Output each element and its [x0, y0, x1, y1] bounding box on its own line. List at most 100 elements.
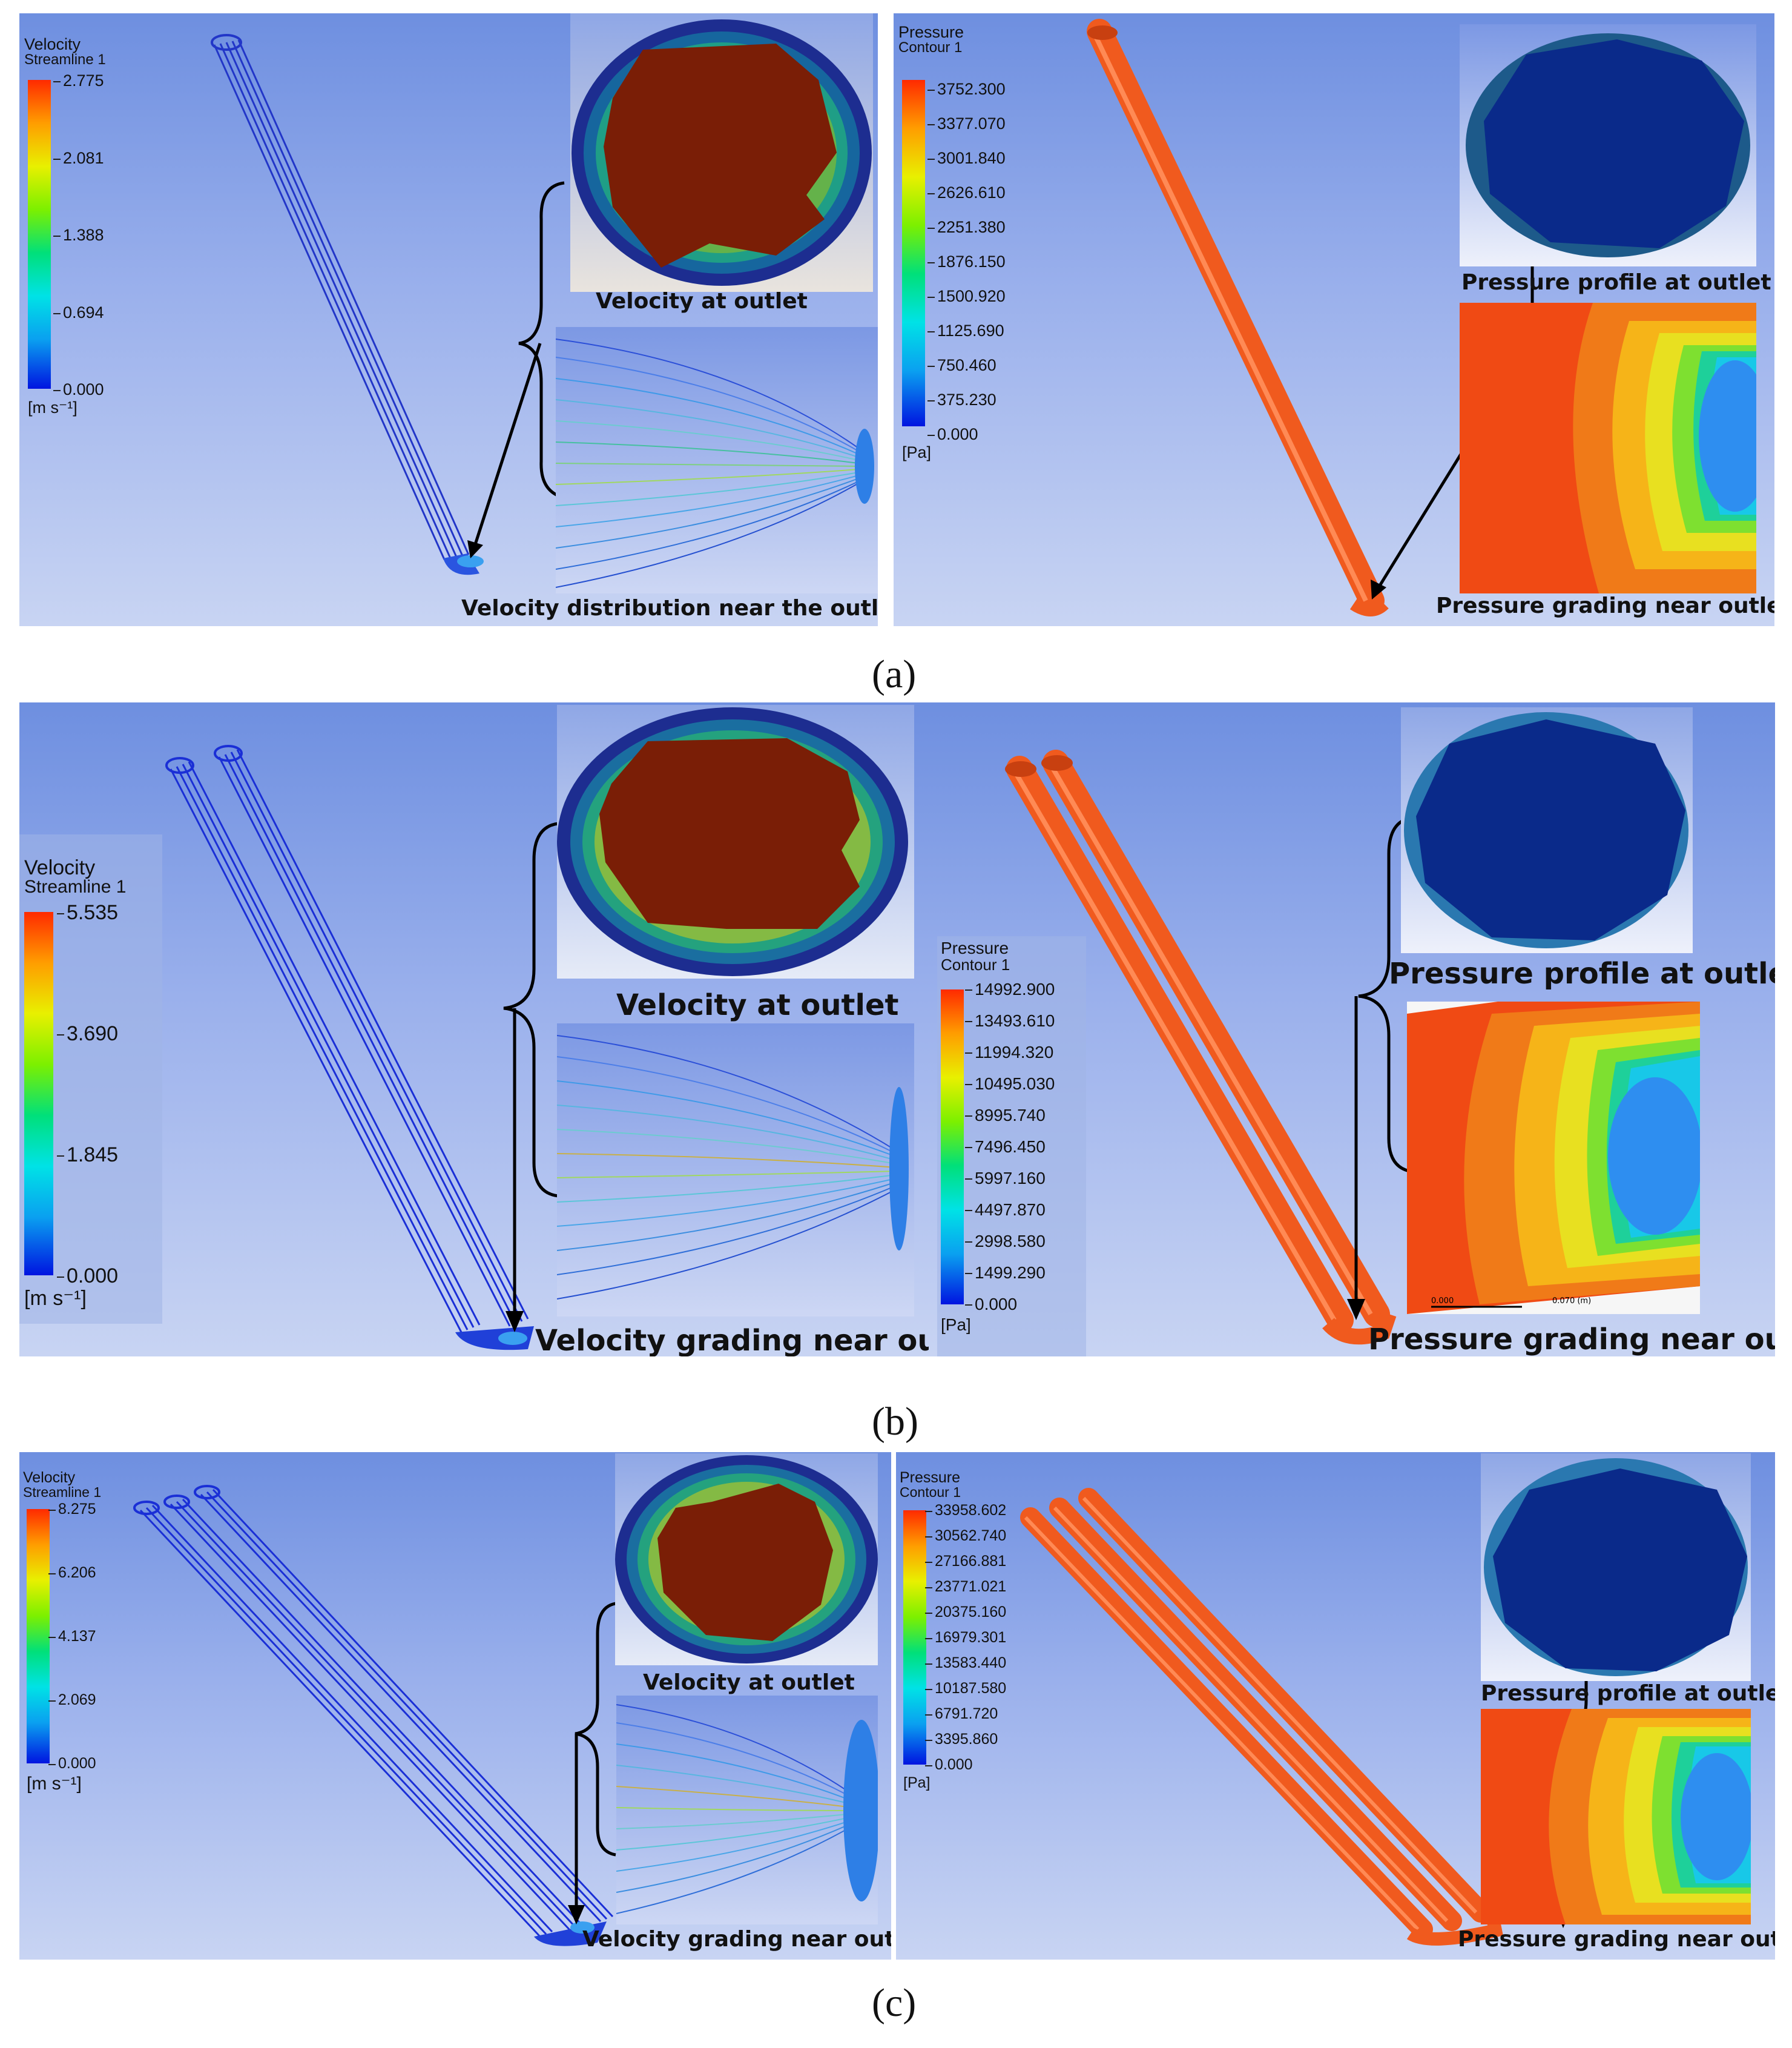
legend-tick: 2251.380	[927, 218, 1006, 236]
legend-tick: 2626.610	[927, 183, 1006, 202]
legend-subtitle: Contour 1	[900, 1484, 961, 1500]
legend-tick: 27166.881	[924, 1553, 1007, 1570]
velocity-outlet-inset-b	[557, 705, 914, 979]
pressure-colorbar	[941, 989, 964, 1304]
legend-tick: 1.845	[56, 1143, 119, 1166]
legend-tick: 5997.160	[965, 1169, 1046, 1188]
velocity-colorbar	[24, 912, 53, 1275]
pressure-near-caption: Pressure grading near outlet	[1458, 1927, 1775, 1952]
legend-tick: 3.690	[56, 1022, 119, 1045]
legend-title: Pressure	[900, 1469, 961, 1486]
legend-unit: [m s⁻¹]	[27, 1774, 82, 1794]
legend-tick: 8995.740	[965, 1106, 1046, 1125]
velocity-near-inset-b	[557, 1023, 914, 1316]
legend-unit: [m s⁻¹]	[28, 398, 77, 417]
legend-tick: 750.460	[927, 356, 996, 374]
legend-tick: 14992.900	[964, 980, 1055, 999]
triple-pipe-velocity-streamlines	[133, 1485, 616, 1946]
single-pipe-velocity-streamlines	[211, 34, 565, 575]
legend-tick: 10187.580	[924, 1680, 1007, 1697]
legend-tick: 2.775	[53, 71, 104, 90]
legend-subtitle: Contour 1	[941, 956, 1010, 974]
velocity-near-caption: Velocity distribution near the outlet	[461, 596, 878, 621]
velocity-legend-b: Velocity Streamline 1 5.535 3.690 1.845 …	[19, 834, 162, 1324]
legend-unit: [Pa]	[903, 1774, 931, 1791]
legend-tick: 0.000	[964, 1295, 1018, 1313]
velocity-colorbar	[28, 80, 51, 389]
legend-tick: 7496.450	[965, 1137, 1046, 1156]
legend-tick: 20375.160	[924, 1604, 1007, 1620]
pressure-near-caption: Pressure grading near outlet	[1436, 593, 1774, 618]
legend-unit: [Pa]	[941, 1315, 971, 1334]
velocity-panel-c: Velocity Streamline 1 8.275 6.206 4.137 …	[19, 1452, 891, 1960]
legend-unit: [Pa]	[902, 443, 932, 461]
legend-tick: 2.069	[48, 1691, 96, 1708]
scale-end-label: 0.070 (m)	[1552, 1297, 1591, 1306]
subfigure-label-c: (c)	[872, 1981, 917, 2025]
legend-subtitle: Contour 1	[898, 39, 963, 56]
legend-tick: 3752.300	[927, 80, 1006, 98]
pressure-panel-b: Pressure Contour 1 14992.900 13493.610 1…	[929, 702, 1775, 1356]
legend-subtitle: Streamline 1	[23, 1484, 102, 1500]
legend-title: Velocity	[24, 856, 96, 879]
velocity-panel-b: Velocity Streamline 1 5.535 3.690 1.845 …	[19, 702, 929, 1356]
velocity-outlet-inset-c	[615, 1453, 878, 1665]
pressure-near-inset-c	[1481, 1709, 1751, 1924]
legend-title: Velocity	[23, 1469, 76, 1486]
velocity-near-caption: Velocity grading near outlet	[535, 1324, 929, 1356]
legend-tick: 0.694	[53, 303, 104, 322]
legend-tick: 0.000	[927, 425, 978, 443]
legend-tick: 8.275	[48, 1501, 96, 1518]
legend-tick: 23771.021	[924, 1578, 1007, 1595]
pressure-near-inset-b: 0.000 0.070 (m)	[1407, 1002, 1700, 1314]
velocity-legend-c: Velocity Streamline 1 8.275 6.206 4.137 …	[23, 1470, 144, 1809]
pressure-panel-c: Pressure Contour 1 33958.602 30562.740 2…	[896, 1452, 1775, 1960]
pressure-outlet-caption: Pressure profile at outlet	[1481, 1681, 1775, 1706]
legend-tick: 0.000	[925, 1756, 973, 1773]
legend-tick: 1499.290	[965, 1263, 1046, 1282]
scale-start-label: 0.000	[1431, 1297, 1454, 1306]
legend-tick: 13583.440	[924, 1654, 1007, 1671]
legend-tick: 1876.150	[927, 253, 1006, 271]
double-pipe-velocity-streamlines	[165, 745, 559, 1350]
pressure-outlet-inset-c	[1481, 1453, 1751, 1681]
legend-tick: 1125.690	[927, 322, 1004, 340]
velocity-near-inset-a	[556, 327, 878, 593]
pressure-outlet-inset-a	[1460, 24, 1756, 266]
subfigure-label-b: (b)	[872, 1399, 918, 1444]
pressure-near-caption: Pressure grading near outlet	[1368, 1323, 1775, 1356]
legend-tick: 1.388	[53, 226, 104, 244]
legend-title: Velocity	[24, 35, 81, 53]
velocity-near-inset-c	[616, 1696, 878, 1924]
legend-tick: 2.081	[53, 149, 104, 167]
subfigure-label-a: (a)	[872, 652, 917, 696]
legend-tick: 6791.720	[924, 1705, 998, 1722]
legend-tick: 30562.740	[924, 1527, 1007, 1544]
pressure-legend-c: Pressure Contour 1 33958.602 30562.740 2…	[900, 1470, 1057, 1834]
pressure-near-inset-a	[1460, 303, 1756, 593]
legend-tick: 375.230	[927, 391, 996, 409]
pressure-legend-b: Pressure Contour 1 14992.900 13493.610 1…	[937, 936, 1086, 1356]
legend-tick: 4497.870	[965, 1200, 1046, 1219]
legend-tick: 16979.301	[924, 1629, 1007, 1646]
legend-title: Pressure	[898, 23, 964, 41]
legend-unit: [m s⁻¹]	[24, 1287, 87, 1310]
velocity-outlet-caption: Velocity at outlet	[596, 289, 808, 314]
legend-tick: 0.000	[53, 380, 104, 398]
pressure-panel-a: Pressure Contour 1 3752.300 3377.070 300…	[894, 13, 1774, 626]
legend-tick: 4.137	[48, 1628, 96, 1645]
pressure-outlet-inset-b	[1401, 707, 1693, 953]
pressure-legend-a: Pressure Contour 1 3752.300 3377.070 300…	[898, 24, 1056, 472]
legend-tick: 33958.602	[924, 1502, 1007, 1519]
pressure-outlet-caption: Pressure profile at outlet	[1461, 270, 1771, 295]
velocity-legend-a: Velocity Streamline 1 2.775 2.081 1.388 …	[24, 36, 145, 448]
legend-tick: 1500.920	[927, 287, 1006, 305]
velocity-near-caption: Velocity grading near outlet	[582, 1927, 891, 1952]
legend-subtitle: Streamline 1	[24, 877, 127, 897]
legend-tick: 11994.320	[964, 1043, 1054, 1062]
legend-tick: 2998.580	[965, 1232, 1046, 1250]
legend-tick: 5.535	[56, 901, 119, 924]
legend-tick: 13493.610	[964, 1011, 1055, 1030]
triple-pipe-pressure-contour	[1020, 1488, 1604, 1946]
legend-tick: 0.000	[48, 1755, 96, 1772]
